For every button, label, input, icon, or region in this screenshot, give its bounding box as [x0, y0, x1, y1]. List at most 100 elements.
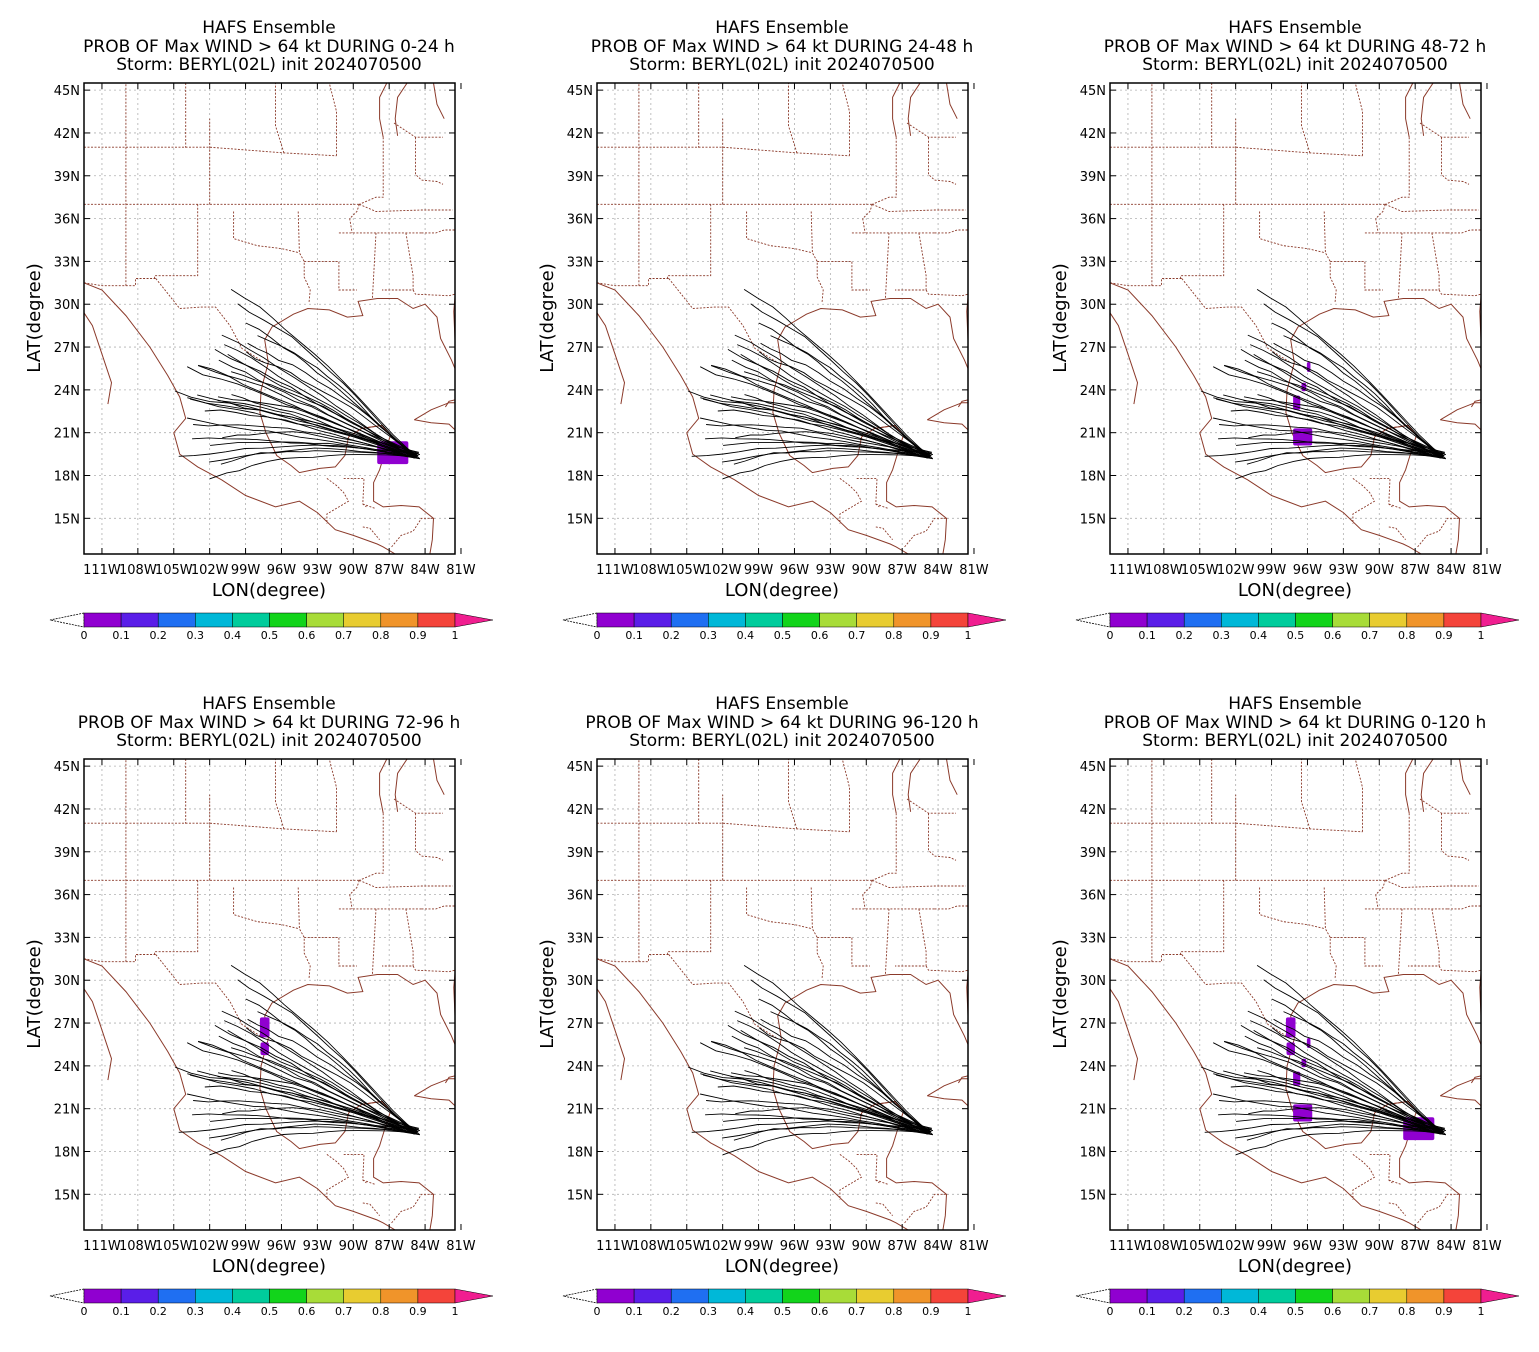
state-border [1419, 122, 1469, 138]
coastline [1459, 759, 1471, 795]
colorbar-label: 0.7 [848, 1305, 866, 1318]
colorbar-label: 0 [1107, 1305, 1114, 1318]
lon-tick-label: 87W [374, 563, 404, 578]
colorbar-swatch [269, 1288, 307, 1304]
colorbar-swatch [1183, 612, 1222, 628]
ensemble-track [227, 1030, 415, 1134]
lat-tick-label: 21N [1080, 427, 1106, 442]
lat-tick-label: 21N [54, 1103, 80, 1118]
lat-tick-label: 18N [54, 1146, 80, 1161]
lat-tick-label: 24N [1080, 384, 1106, 399]
state-border [1354, 83, 1363, 156]
colorbar-label: 0.4 [737, 629, 755, 642]
lat-tick-label: 24N [567, 1060, 593, 1075]
colorbar-label: 0.8 [885, 629, 903, 642]
colorbar-under-arrow [49, 612, 85, 628]
state-border [1417, 517, 1461, 548]
lat-tick-label: 36N [1080, 213, 1106, 228]
lon-tick-label: 99W [1257, 1239, 1287, 1254]
y-axis-label: LAT(degree) [537, 939, 558, 1048]
state-border [359, 137, 384, 205]
state-border [297, 887, 311, 979]
lon-tick-label: 102W [191, 1239, 229, 1254]
lat-tick-label: 45N [1080, 84, 1106, 99]
state-border [154, 204, 199, 279]
state-border [884, 908, 890, 975]
state-border [904, 517, 948, 548]
coastline [379, 759, 388, 814]
y-axis-label: LAT(degree) [1050, 939, 1071, 1048]
ensemble-track [230, 289, 421, 460]
state-border [1369, 477, 1393, 508]
state-border [875, 1179, 888, 1185]
coastline [1440, 1078, 1481, 1097]
coastline [597, 282, 909, 554]
state-border [934, 905, 968, 910]
colorbar-over-arrow [967, 612, 1007, 628]
panel-title-2: PROB OF Max WIND > 64 kt DURING 0-120 h [1104, 713, 1486, 733]
state-border [1352, 1154, 1376, 1200]
state-border [326, 478, 350, 524]
colorbar-swatch [343, 612, 382, 628]
lat-tick-label: 15N [1080, 512, 1106, 527]
ensemble-track [758, 322, 931, 458]
colorbar-label: 0 [594, 1305, 601, 1318]
ensemble-track [691, 1120, 932, 1133]
panel-title-3: Storm: BERYL(02L) init 2024070500 [1142, 731, 1447, 751]
coastline [444, 1075, 455, 1084]
coastline [264, 974, 455, 1045]
ensemble-track [700, 417, 929, 457]
map-frame [83, 758, 456, 1231]
state-border [856, 1153, 880, 1184]
ensemble-track [1256, 965, 1447, 1136]
state-border [359, 203, 453, 212]
state-border [597, 954, 669, 963]
coastline [433, 83, 445, 119]
colorbar-swatch [1258, 1288, 1296, 1304]
lat-tick-label: 15N [567, 1188, 593, 1203]
coastline [1420, 759, 1434, 812]
colorbar-swatch [1295, 1288, 1333, 1304]
coastline [927, 1078, 968, 1097]
ensemble-track [1263, 303, 1442, 458]
lat-tick-label: 33N [1080, 931, 1106, 946]
state-border [841, 83, 850, 156]
lat-tick-label: 45N [567, 84, 593, 99]
colorbar-label: 0.5 [774, 629, 792, 642]
lat-tick-label: 42N [567, 127, 593, 142]
colorbar-over-arrow [454, 612, 494, 628]
state-border [84, 146, 337, 157]
state-border [1385, 137, 1410, 205]
state-border [928, 137, 957, 185]
state-border [884, 232, 890, 299]
probability-area [1285, 1017, 1296, 1038]
state-border [934, 229, 968, 234]
state-border [328, 83, 337, 156]
colorbar-swatch [745, 612, 783, 628]
coastline [1405, 83, 1414, 138]
coastline [892, 759, 901, 814]
ensemble-track [1246, 450, 1442, 465]
colorbar-swatch [782, 612, 820, 628]
colorbar-over-arrow [1480, 612, 1520, 628]
colorbar-label: 0.2 [1175, 1305, 1193, 1318]
lon-tick-label: 84W [923, 1239, 953, 1254]
state-border [698, 83, 700, 148]
colorbar-label: 0.4 [1250, 1305, 1268, 1318]
state-border [788, 759, 798, 830]
lon-tick-label: 90W [852, 1239, 882, 1254]
colorbar-label: 0.2 [149, 1305, 167, 1318]
ensemble-track [737, 1020, 928, 1131]
colorbar-label: 0.4 [1250, 629, 1268, 642]
coastline [892, 83, 901, 138]
lon-tick-label: 96W [1293, 1239, 1323, 1254]
colorbar-swatch [596, 612, 635, 628]
coastline [1387, 1101, 1409, 1105]
ensemble-track [770, 335, 928, 457]
panel-title-1: HAFS Ensemble [1228, 694, 1361, 714]
lon-tick-label: 93W [303, 1239, 333, 1254]
colorbar-swatch [670, 612, 709, 628]
coastline [1440, 419, 1481, 431]
lat-tick-label: 39N [54, 846, 80, 861]
coastline [84, 958, 396, 1230]
